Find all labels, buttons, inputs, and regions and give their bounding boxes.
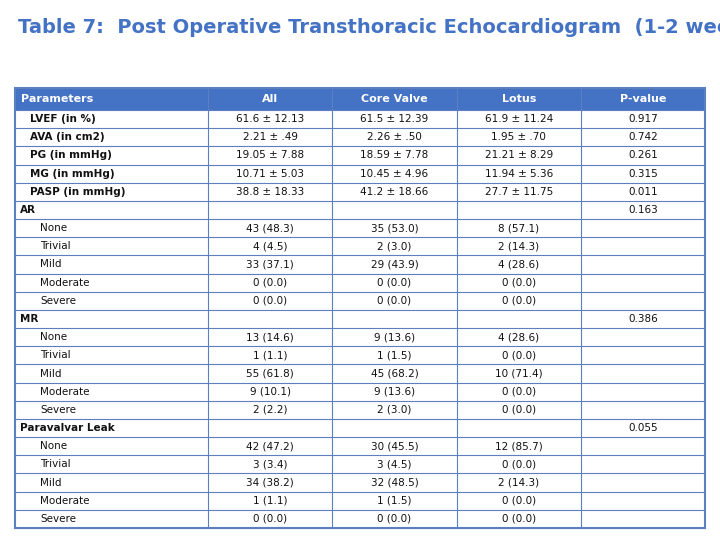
- Text: 1.95 ± .70: 1.95 ± .70: [491, 132, 546, 142]
- Text: None: None: [40, 332, 67, 342]
- Text: Table 7:  Post Operative Transthoracic Echocardiogram  (1-2 weeks): Table 7: Post Operative Transthoracic Ec…: [18, 18, 720, 37]
- Text: 9 (13.6): 9 (13.6): [374, 387, 415, 397]
- Text: 2 (3.0): 2 (3.0): [377, 405, 412, 415]
- Text: LVEF (in %): LVEF (in %): [30, 114, 96, 124]
- Text: 0 (0.0): 0 (0.0): [502, 278, 536, 288]
- Text: 2 (14.3): 2 (14.3): [498, 241, 539, 251]
- Text: 2.26 ± .50: 2.26 ± .50: [367, 132, 422, 142]
- Text: 43 (48.3): 43 (48.3): [246, 223, 294, 233]
- Text: 35 (53.0): 35 (53.0): [371, 223, 418, 233]
- Text: MG (in mmHg): MG (in mmHg): [30, 168, 114, 179]
- Text: AVA (in cm2): AVA (in cm2): [30, 132, 104, 142]
- Text: 1 (1.1): 1 (1.1): [253, 496, 287, 506]
- Text: Paravalvar Leak: Paravalvar Leak: [20, 423, 114, 433]
- Text: Mild: Mild: [40, 368, 61, 379]
- Text: 9 (10.1): 9 (10.1): [250, 387, 291, 397]
- Text: Trivial: Trivial: [40, 241, 71, 251]
- Text: 10.71 ± 5.03: 10.71 ± 5.03: [236, 168, 305, 179]
- Text: 0.315: 0.315: [628, 168, 658, 179]
- Text: 34 (38.2): 34 (38.2): [246, 477, 294, 488]
- Text: 38.8 ± 18.33: 38.8 ± 18.33: [236, 187, 305, 197]
- Text: 2 (3.0): 2 (3.0): [377, 241, 412, 251]
- Text: 19.05 ± 7.88: 19.05 ± 7.88: [236, 151, 305, 160]
- Text: 21.21 ± 8.29: 21.21 ± 8.29: [485, 151, 553, 160]
- Text: 2.21 ± .49: 2.21 ± .49: [243, 132, 298, 142]
- Text: 0 (0.0): 0 (0.0): [253, 514, 287, 524]
- Text: Parameters: Parameters: [21, 94, 94, 104]
- Text: 0 (0.0): 0 (0.0): [502, 350, 536, 360]
- Text: 0 (0.0): 0 (0.0): [253, 296, 287, 306]
- Text: Severe: Severe: [40, 514, 76, 524]
- Text: 33 (37.1): 33 (37.1): [246, 260, 294, 269]
- Bar: [15, 88, 705, 110]
- Text: 0.055: 0.055: [628, 423, 657, 433]
- Text: 8 (57.1): 8 (57.1): [498, 223, 539, 233]
- Text: 0.742: 0.742: [628, 132, 658, 142]
- Text: 41.2 ± 18.66: 41.2 ± 18.66: [361, 187, 428, 197]
- Text: 3 (4.5): 3 (4.5): [377, 460, 412, 469]
- Text: 11.94 ± 5.36: 11.94 ± 5.36: [485, 168, 553, 179]
- Text: 32 (48.5): 32 (48.5): [371, 477, 418, 488]
- Bar: [15, 88, 705, 528]
- Text: 0 (0.0): 0 (0.0): [502, 387, 536, 397]
- Text: 0.261: 0.261: [628, 151, 658, 160]
- Text: All: All: [262, 94, 279, 104]
- Text: None: None: [40, 223, 67, 233]
- Text: 0.011: 0.011: [628, 187, 657, 197]
- Text: 0 (0.0): 0 (0.0): [502, 460, 536, 469]
- Text: 2 (14.3): 2 (14.3): [498, 477, 539, 488]
- Text: MR: MR: [20, 314, 38, 324]
- Text: PG (in mmHg): PG (in mmHg): [30, 151, 112, 160]
- Text: 0 (0.0): 0 (0.0): [502, 496, 536, 506]
- Text: 0.386: 0.386: [628, 314, 658, 324]
- Text: 3 (3.4): 3 (3.4): [253, 460, 287, 469]
- Text: 4 (4.5): 4 (4.5): [253, 241, 287, 251]
- Text: 10 (71.4): 10 (71.4): [495, 368, 542, 379]
- Text: 61.5 ± 12.39: 61.5 ± 12.39: [361, 114, 428, 124]
- Text: 45 (68.2): 45 (68.2): [371, 368, 418, 379]
- Text: 1 (1.5): 1 (1.5): [377, 350, 412, 360]
- Text: 0 (0.0): 0 (0.0): [502, 405, 536, 415]
- Text: Mild: Mild: [40, 477, 61, 488]
- Text: 1 (1.5): 1 (1.5): [377, 496, 412, 506]
- Text: Mild: Mild: [40, 260, 61, 269]
- Text: 13 (14.6): 13 (14.6): [246, 332, 294, 342]
- Text: Moderate: Moderate: [40, 496, 89, 506]
- Text: 4 (28.6): 4 (28.6): [498, 332, 539, 342]
- Text: PASP (in mmHg): PASP (in mmHg): [30, 187, 125, 197]
- Text: 0 (0.0): 0 (0.0): [502, 514, 536, 524]
- Text: AR: AR: [20, 205, 36, 215]
- Text: P-value: P-value: [620, 94, 666, 104]
- Text: 4 (28.6): 4 (28.6): [498, 260, 539, 269]
- Text: None: None: [40, 441, 67, 451]
- Text: 0.917: 0.917: [628, 114, 658, 124]
- Text: Severe: Severe: [40, 296, 76, 306]
- Text: 30 (45.5): 30 (45.5): [371, 441, 418, 451]
- Text: 0 (0.0): 0 (0.0): [253, 278, 287, 288]
- Text: 29 (43.9): 29 (43.9): [371, 260, 418, 269]
- Text: 0 (0.0): 0 (0.0): [377, 278, 412, 288]
- Text: 55 (61.8): 55 (61.8): [246, 368, 294, 379]
- Text: Severe: Severe: [40, 405, 76, 415]
- Text: 61.6 ± 12.13: 61.6 ± 12.13: [236, 114, 305, 124]
- Text: 2 (2.2): 2 (2.2): [253, 405, 287, 415]
- Text: Lotus: Lotus: [502, 94, 536, 104]
- Text: 10.45 ± 4.96: 10.45 ± 4.96: [361, 168, 428, 179]
- Text: 0 (0.0): 0 (0.0): [377, 514, 412, 524]
- Text: Core Valve: Core Valve: [361, 94, 428, 104]
- Text: 12 (85.7): 12 (85.7): [495, 441, 543, 451]
- Text: 61.9 ± 11.24: 61.9 ± 11.24: [485, 114, 553, 124]
- Text: Moderate: Moderate: [40, 387, 89, 397]
- Text: 27.7 ± 11.75: 27.7 ± 11.75: [485, 187, 553, 197]
- Text: 42 (47.2): 42 (47.2): [246, 441, 294, 451]
- Text: Trivial: Trivial: [40, 350, 71, 360]
- Text: Moderate: Moderate: [40, 278, 89, 288]
- Text: 0 (0.0): 0 (0.0): [377, 296, 412, 306]
- Text: 18.59 ± 7.78: 18.59 ± 7.78: [361, 151, 428, 160]
- Text: 1 (1.1): 1 (1.1): [253, 350, 287, 360]
- Text: 0 (0.0): 0 (0.0): [502, 296, 536, 306]
- Text: 0.163: 0.163: [628, 205, 658, 215]
- Text: Trivial: Trivial: [40, 460, 71, 469]
- Text: 9 (13.6): 9 (13.6): [374, 332, 415, 342]
